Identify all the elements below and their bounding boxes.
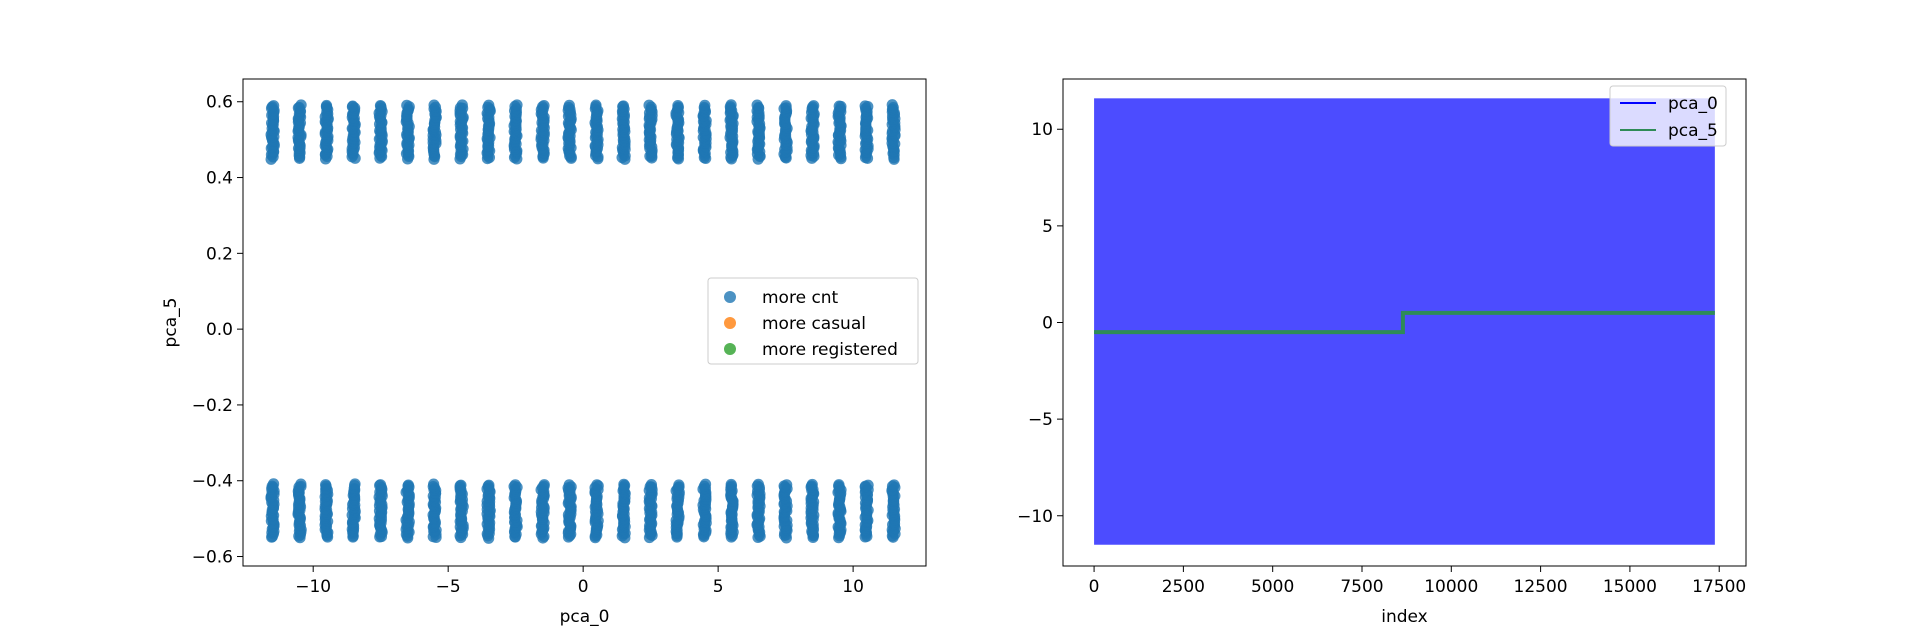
scatter-point: [538, 100, 550, 112]
line-y-tick-label: −5: [1028, 410, 1053, 430]
line-y-tick-label: 10: [1031, 120, 1053, 140]
scatter-point: [617, 100, 630, 112]
scatter-point: [618, 478, 630, 490]
line-chart: 0 2500 5000 7500 10000 12500 15000 17500 −10 −5 0…: [1017, 78, 1747, 627]
scatter-point: [347, 100, 359, 112]
series-line-pca_5: [1094, 310, 1715, 335]
scatter-point: [699, 478, 712, 490]
line-legend: pca_0 pca_5: [1609, 85, 1727, 147]
scatter-point: [401, 99, 413, 111]
scatter-x-axis-label: pca_0: [560, 607, 610, 627]
scatter-point: [859, 100, 871, 112]
scatter-x-ticks: −10 −5 0 5 10: [295, 566, 864, 597]
scatter-point: [725, 99, 737, 111]
scatter-x-tick-label: −5: [436, 577, 461, 597]
scatter-y-tick-label: 0.4: [206, 169, 233, 189]
scatter-x-tick-label: 0: [578, 577, 589, 597]
scatter-legend-marker: [724, 343, 736, 355]
scatter-point: [590, 99, 602, 111]
scatter-x-tick-label: 5: [713, 577, 724, 597]
scatter-legend-marker: [724, 317, 736, 329]
scatter-point: [751, 99, 763, 111]
scatter-point: [268, 100, 280, 112]
line-y-tick-label: 5: [1042, 217, 1053, 237]
line-x-axis-label: index: [1381, 607, 1428, 627]
scatter-legend-marker: [724, 291, 736, 303]
scatter-point: [267, 478, 280, 490]
line-x-tick-label: 0: [1089, 577, 1100, 597]
scatter-y-tick-label: −0.4: [192, 472, 233, 492]
scatter-y-tick-label: 0.6: [206, 93, 233, 113]
scatter-point: [295, 99, 307, 111]
line-x-tick-label: 15000: [1603, 577, 1657, 597]
scatter-point: [456, 99, 468, 111]
scatter-legend-box: [707, 277, 919, 365]
line-x-tick-label: 12500: [1514, 577, 1568, 597]
scatter-legend-label: more cnt: [762, 288, 839, 308]
scatter-y-tick-label: −0.6: [192, 548, 233, 568]
scatter-point: [780, 100, 792, 112]
scatter-point: [643, 99, 655, 111]
scatter-point: [538, 479, 550, 491]
scatter-point: [428, 478, 440, 490]
scatter-x-tick-label: −10: [295, 577, 331, 597]
line-x-tick-label: 7500: [1340, 577, 1383, 597]
scatter-point: [511, 99, 523, 111]
scatter-legend: more cnt more casual more registered: [707, 277, 919, 365]
scatter-point: [725, 478, 737, 491]
scatter-y-axis-label: pca_5: [161, 298, 181, 348]
scatter-point: [428, 99, 440, 111]
scatter-point: [806, 478, 818, 491]
scatter-point: [591, 479, 603, 491]
scatter-point: [673, 479, 685, 491]
line-series: [1094, 98, 1715, 545]
scatter-point: [320, 99, 333, 112]
scatter-axes-frame: [242, 78, 927, 567]
scatter-point: [752, 478, 764, 490]
line-y-ticks: −10 −5 0 5 10: [1017, 120, 1063, 527]
line-x-tick-label: 10000: [1424, 577, 1478, 597]
scatter-point: [833, 100, 845, 112]
scatter-point: [699, 99, 711, 111]
line-x-ticks: 0 2500 5000 7500 10000 12500 15000 17500: [1089, 566, 1746, 597]
scatter-y-tick-label: 0.0: [206, 320, 233, 340]
scatter-point: [808, 100, 820, 112]
scatter-legend-label: more registered: [762, 340, 898, 360]
scatter-point: [374, 99, 387, 112]
scatter-point: [374, 479, 387, 491]
scatter-point: [509, 479, 521, 491]
scatter-point: [349, 478, 361, 490]
scatter-point: [888, 479, 900, 491]
line-x-tick-label: 17500: [1692, 577, 1746, 597]
scatter-point: [563, 479, 575, 491]
scatter-point: [483, 479, 495, 491]
scatter-point: [645, 478, 658, 491]
line-legend-label: pca_0: [1668, 94, 1718, 114]
line-legend-label: pca_5: [1668, 121, 1718, 141]
scatter-y-ticks: −0.6 −0.4 −0.2 0.0 0.2 0.4 0.6: [192, 93, 243, 568]
scatter-point: [886, 99, 898, 111]
scatter-legend-label: more casual: [762, 314, 866, 334]
line-y-tick-label: −10: [1017, 507, 1053, 527]
line-y-tick-label: 0: [1042, 314, 1053, 334]
line-x-tick-label: 2500: [1162, 577, 1205, 597]
scatter-points: [265, 99, 901, 544]
scatter-point: [483, 99, 495, 111]
scatter-point: [862, 479, 874, 491]
scatter-y-tick-label: −0.2: [192, 396, 233, 416]
scatter-x-tick-label: 10: [842, 577, 864, 597]
scatter-point: [563, 99, 575, 111]
scatter-point: [833, 479, 845, 491]
scatter-point: [672, 100, 684, 112]
scatter-point: [455, 479, 467, 491]
scatter-point: [320, 479, 332, 491]
scatter-y-tick-label: 0.2: [206, 244, 233, 264]
scatter-point: [402, 479, 415, 491]
scatter-chart: −10 −5 0 5 10 −0.6 −0.4 −0.2 0.0 0.2 0.4 0.6 pca_0…: [161, 78, 927, 627]
line-x-tick-label: 5000: [1251, 577, 1294, 597]
scatter-point: [781, 479, 793, 491]
scatter-point: [295, 478, 307, 490]
